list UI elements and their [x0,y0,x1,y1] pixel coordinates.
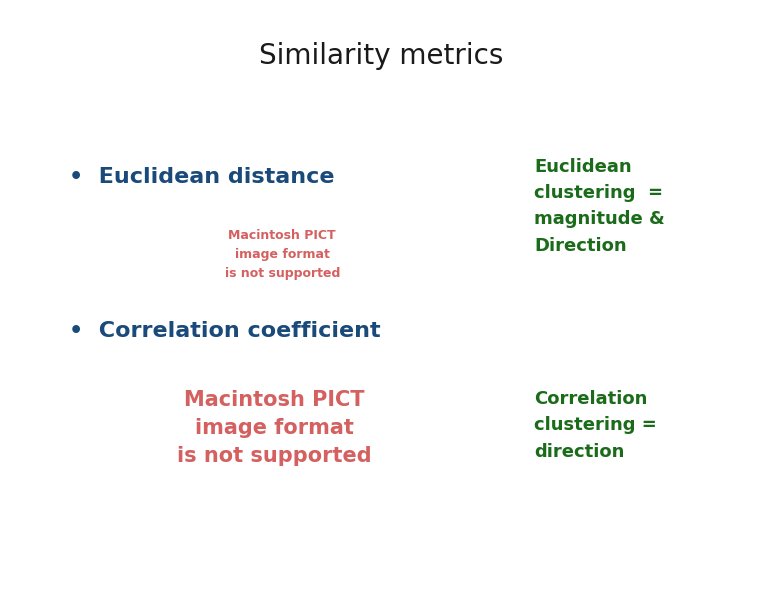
Text: •  Correlation coefficient: • Correlation coefficient [69,321,380,342]
Text: Similarity metrics: Similarity metrics [259,42,504,70]
Text: Correlation
clustering =
direction: Correlation clustering = direction [534,390,657,461]
Text: Macintosh PICT
image format
is not supported: Macintosh PICT image format is not suppo… [224,229,340,280]
Text: •  Euclidean distance: • Euclidean distance [69,167,334,187]
Text: Macintosh PICT
image format
is not supported: Macintosh PICT image format is not suppo… [177,390,372,466]
Text: Euclidean
clustering  =
magnitude &
Direction: Euclidean clustering = magnitude & Direc… [534,158,665,255]
